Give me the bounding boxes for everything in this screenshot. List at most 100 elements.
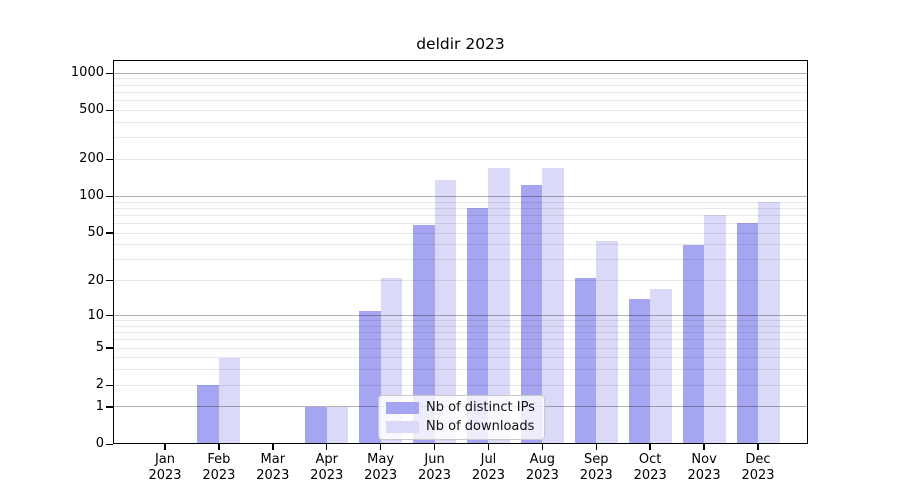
x-tickmark [218, 444, 220, 450]
y-tick-label: 500 [79, 102, 104, 118]
x-tickmark [433, 444, 436, 450]
y-tick-label: 5 [95, 340, 104, 356]
bar-distinct-ips [736, 222, 758, 444]
x-tick-label: Oct 2023 [620, 452, 680, 483]
y-tickmark [106, 109, 113, 112]
x-tick-month: Nov [691, 452, 717, 467]
bar-distinct-ips [466, 207, 489, 444]
x-tickmark [487, 444, 490, 450]
bar-downloads [650, 289, 672, 444]
minor-gridline [113, 384, 808, 386]
x-tick-label: Apr 2023 [297, 452, 357, 483]
x-tick-month: Jan [154, 452, 176, 467]
y-tick-label: 20 [87, 272, 104, 288]
x-tick-month: Dec [745, 452, 771, 467]
x-tick-month: Jul [480, 452, 497, 467]
x-tick-month: May [367, 452, 395, 467]
x-tickmark [649, 444, 651, 450]
x-tick-month: Oct [638, 452, 662, 467]
minor-gridline [113, 78, 808, 80]
legend-item-downloads: Nb of downloads [379, 417, 544, 436]
minor-gridline [113, 201, 808, 203]
bar-downloads [218, 357, 241, 444]
minor-gridline [113, 214, 808, 216]
x-tick-label: Sep 2023 [566, 452, 626, 483]
minor-gridline [113, 332, 808, 334]
chart-title: deldir 2023 [416, 35, 505, 53]
major-gridline [113, 195, 808, 197]
x-tick-label: Aug 2023 [512, 452, 572, 483]
y-tick-label: 50 [87, 225, 104, 241]
legend-swatch-downloads [386, 420, 419, 433]
x-tickmark [164, 444, 166, 450]
minor-gridline [113, 259, 808, 261]
y-tickmark [106, 232, 113, 234]
x-tick-month: Mar [260, 452, 286, 467]
bar-downloads [758, 202, 780, 444]
bar-distinct-ips [628, 298, 651, 444]
bar-distinct-ips [305, 407, 327, 444]
x-tick-year: 2023 [687, 467, 721, 483]
y-tickmark [106, 72, 113, 74]
bar-downloads [542, 168, 564, 444]
minor-gridline [113, 232, 808, 234]
legend-label-downloads: Nb of downloads [426, 419, 535, 434]
minor-gridline [113, 244, 808, 246]
x-tick-label: May 2023 [351, 452, 411, 483]
x-tick-label: Feb 2023 [189, 452, 249, 483]
minor-gridline [113, 91, 808, 93]
minor-gridline [113, 223, 808, 224]
y-tick-label: 10 [87, 307, 104, 323]
minor-gridline [113, 280, 808, 282]
x-tick-month: Aug [529, 452, 556, 467]
y-tick-label: 1 [95, 399, 104, 415]
y-tick-label: 200 [79, 151, 104, 167]
minor-gridline [113, 84, 808, 86]
x-tick-label: Jan 2023 [135, 452, 195, 483]
minor-gridline [113, 320, 808, 322]
minor-gridline [113, 137, 808, 139]
y-tick-label: 100 [79, 188, 104, 204]
x-tick-year: 2023 [202, 467, 236, 483]
bar-downloads [434, 180, 457, 444]
x-tick-month: Feb [207, 452, 231, 467]
y-tickmark [106, 443, 113, 445]
x-tick-label: Jun 2023 [405, 452, 465, 483]
x-tick-label: Mar 2023 [243, 452, 303, 483]
x-tick-year: 2023 [364, 467, 398, 483]
y-tickmark [106, 280, 113, 282]
minor-gridline [113, 158, 808, 160]
y-tickmark [106, 314, 113, 317]
x-tickmark [541, 444, 544, 450]
bar-distinct-ips [197, 385, 219, 444]
bar-distinct-ips [413, 225, 435, 444]
bar-distinct-ips [520, 184, 543, 444]
minor-gridline [113, 100, 808, 102]
x-tick-year: 2023 [417, 467, 452, 483]
legend-label-distinct-ips: Nb of distinct IPs [426, 400, 535, 415]
bar-downloads [488, 168, 510, 444]
bar-distinct-ips [574, 278, 597, 444]
x-tick-year: 2023 [525, 467, 559, 483]
legend-swatch-distinct-ips [386, 401, 419, 414]
bar-distinct-ips [682, 244, 705, 444]
bar-downloads [704, 214, 726, 444]
y-tickmark [106, 406, 113, 408]
x-tick-year: 2023 [741, 467, 775, 483]
x-tick-month: Jun [424, 452, 445, 467]
y-tick-label: 1000 [70, 65, 104, 81]
bar-downloads [326, 407, 349, 444]
minor-gridline [113, 369, 808, 371]
x-tickmark [326, 444, 328, 450]
y-tick-label: 2 [95, 377, 104, 393]
legend-item-distinct-ips: Nb of distinct IPs [379, 398, 544, 417]
x-tickmark [272, 444, 274, 450]
x-tickmark [379, 444, 382, 450]
minor-gridline [113, 339, 808, 341]
minor-gridline [113, 121, 808, 123]
x-tickmark [703, 444, 705, 450]
minor-gridline [113, 357, 808, 359]
x-tickmark [757, 444, 759, 450]
